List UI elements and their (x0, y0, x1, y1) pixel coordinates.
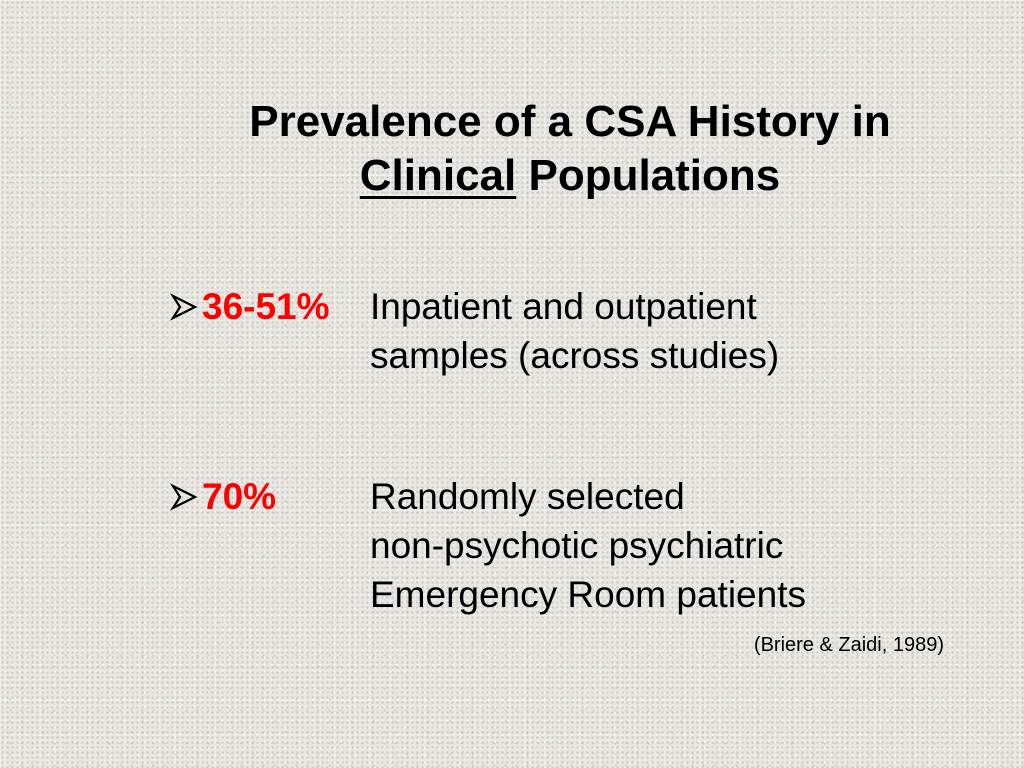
bullet-2-line-2: non-psychotic psychiatric (370, 525, 784, 566)
title-line-1: Prevalence of a CSA History in (249, 97, 891, 146)
bullet-1-stat: 36-51% (202, 286, 330, 327)
bullet-item-2: 70% Randomly selected non-psychotic psyc… (170, 472, 806, 619)
citation: (Briere & Zaidi, 1989) (753, 634, 944, 656)
title-line-2-rest: Populations (516, 151, 781, 200)
bullet-2-description: Randomly selected non-psychotic psychiat… (370, 472, 806, 619)
bullet-1-line-2: samples (across studies) (370, 335, 780, 376)
title-emphasis: Clinical (359, 151, 517, 200)
slide-title: Prevalence of a CSA History in Clinical … (150, 95, 990, 203)
bullet-item-1: 36-51% Inpatient and outpatient samples … (170, 282, 779, 380)
bullet-2-stat: 70% (202, 476, 277, 517)
bullet-1-description: Inpatient and outpatient samples (across… (370, 282, 779, 380)
arrow-bullet-icon (170, 282, 202, 331)
bullet-2-line-1: Randomly selected (370, 476, 685, 517)
bullet-1-line-1: Inpatient and outpatient (370, 286, 757, 327)
bullet-2-line-3: Emergency Room patients (370, 574, 806, 615)
title-line-2: Clinical Populations (150, 149, 990, 203)
arrow-bullet-icon (170, 472, 202, 521)
